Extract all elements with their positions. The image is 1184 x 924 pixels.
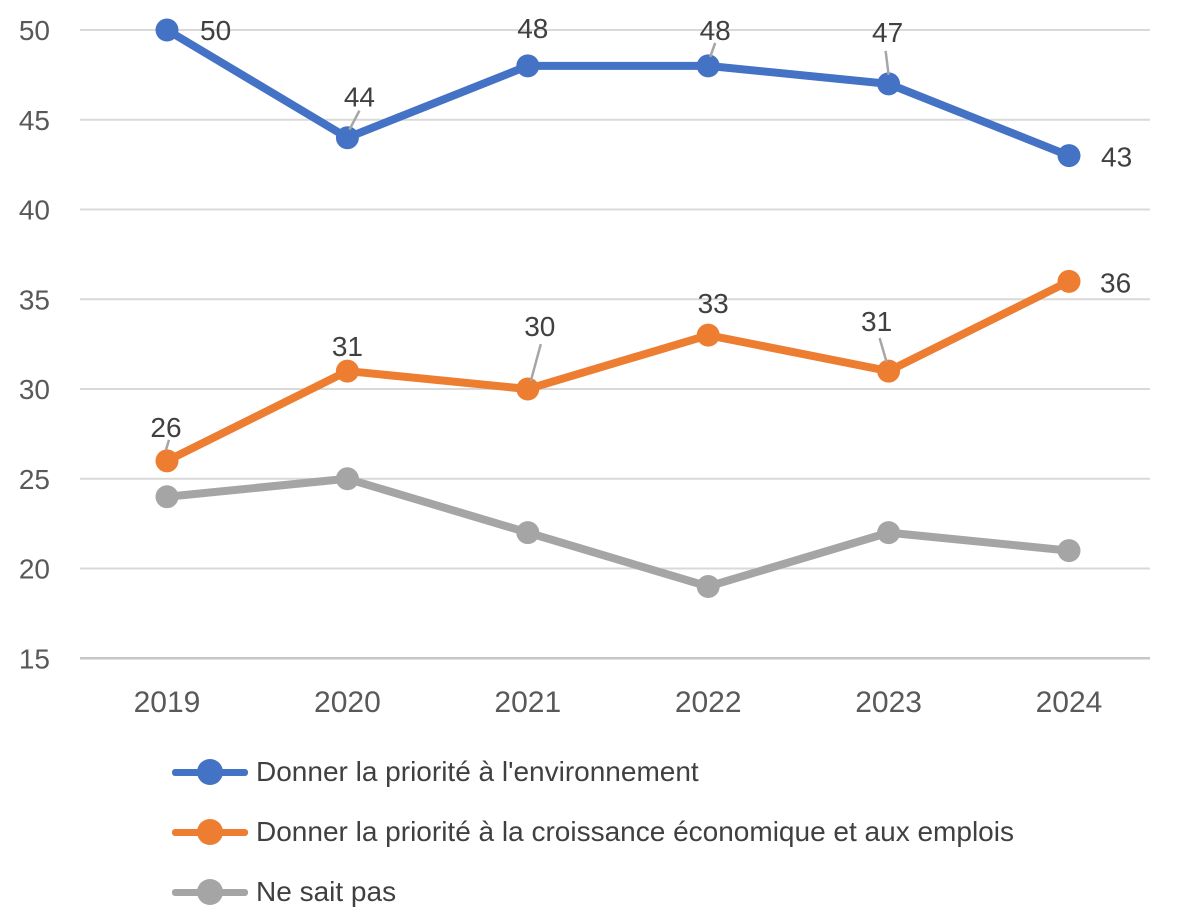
legend-marker-dot-icon	[197, 759, 223, 785]
data-point-marker	[335, 126, 359, 150]
x-axis-tick-label: 2024	[1036, 686, 1103, 719]
data-point-marker	[155, 449, 179, 473]
data-point-marker	[516, 54, 540, 78]
data-label-leader-line	[884, 50, 890, 76]
series-line	[164, 26, 1071, 160]
line-chart: 15 20 25 30 35 40 45 50 2019 2020 2021 2022 2023 2024…	[19, 13, 1150, 719]
legend-marker-line-orange	[172, 819, 248, 845]
legend-marker-line-blue	[172, 759, 248, 785]
legend-item-ne-sait-pas: Ne sait pas	[172, 874, 1014, 910]
legend-marker-dot-icon	[197, 819, 223, 845]
legend-label: Donner la priorité à la croissance écono…	[256, 816, 1014, 847]
x-axis-tick-label: 2019	[134, 686, 201, 719]
data-point-marker	[877, 72, 901, 96]
data-point-marker	[1057, 144, 1081, 168]
data-point-marker	[1057, 539, 1081, 563]
x-axis-tick-label: 2021	[494, 686, 561, 719]
legend-item-environnement: Donner la priorité à l'environnement	[172, 754, 1014, 790]
data-label: 44	[344, 82, 375, 113]
y-axis-tick-label: 20	[19, 554, 50, 585]
data-label: 31	[861, 306, 892, 337]
data-point-marker	[335, 467, 359, 491]
y-axis-tick-label: 15	[19, 643, 50, 674]
legend-label: Ne sait pas	[256, 876, 397, 907]
data-label: 48	[517, 13, 548, 44]
data-point-marker	[877, 521, 901, 545]
data-point-marker	[155, 18, 179, 42]
legend-marker-line-gray	[172, 879, 248, 905]
data-point-marker	[516, 377, 540, 401]
data-label-leader-line	[529, 343, 543, 382]
data-point-marker	[516, 521, 540, 545]
y-axis-tick-label: 40	[19, 195, 50, 226]
data-point-marker	[155, 485, 179, 509]
legend: Donner la priorité à l'environnement Don…	[172, 754, 1014, 910]
data-label: 31	[332, 331, 363, 362]
data-label-leader-line	[164, 439, 171, 451]
x-axis-tick-label: 2022	[675, 686, 742, 719]
x-axis-tick-label: 2020	[314, 686, 381, 719]
data-label: 30	[524, 311, 555, 342]
data-label-leader-line	[709, 42, 717, 58]
legend-label: Donner la priorité à l'environnement	[256, 756, 699, 787]
series-line	[165, 277, 1071, 465]
data-label: 48	[700, 15, 731, 46]
legend-item-croissance: Donner la priorité à la croissance écono…	[172, 814, 1014, 850]
data-label-leader-line	[348, 110, 361, 131]
data-point-marker	[696, 323, 720, 347]
series-line	[166, 474, 1070, 591]
y-axis-tick-label: 50	[19, 15, 50, 46]
data-label: 43	[1101, 142, 1132, 173]
data-label: 33	[698, 288, 729, 319]
data-label: 50	[200, 15, 231, 46]
data-point-marker	[1057, 269, 1081, 293]
data-point-marker	[696, 574, 720, 598]
data-label: 36	[1100, 267, 1131, 298]
data-point-marker	[335, 359, 359, 383]
data-point-marker	[696, 54, 720, 78]
data-point-marker	[877, 359, 901, 383]
data-label: 26	[150, 412, 181, 443]
data-label-leader-line	[878, 337, 888, 363]
y-axis-tick-label: 25	[19, 464, 50, 495]
x-axis-tick-label: 2023	[855, 686, 922, 719]
legend-marker-dot-icon	[197, 879, 223, 905]
y-axis-tick-label: 45	[19, 105, 50, 136]
data-label: 47	[872, 17, 903, 48]
y-axis-tick-label: 30	[19, 374, 50, 405]
y-axis-tick-label: 35	[19, 284, 50, 315]
